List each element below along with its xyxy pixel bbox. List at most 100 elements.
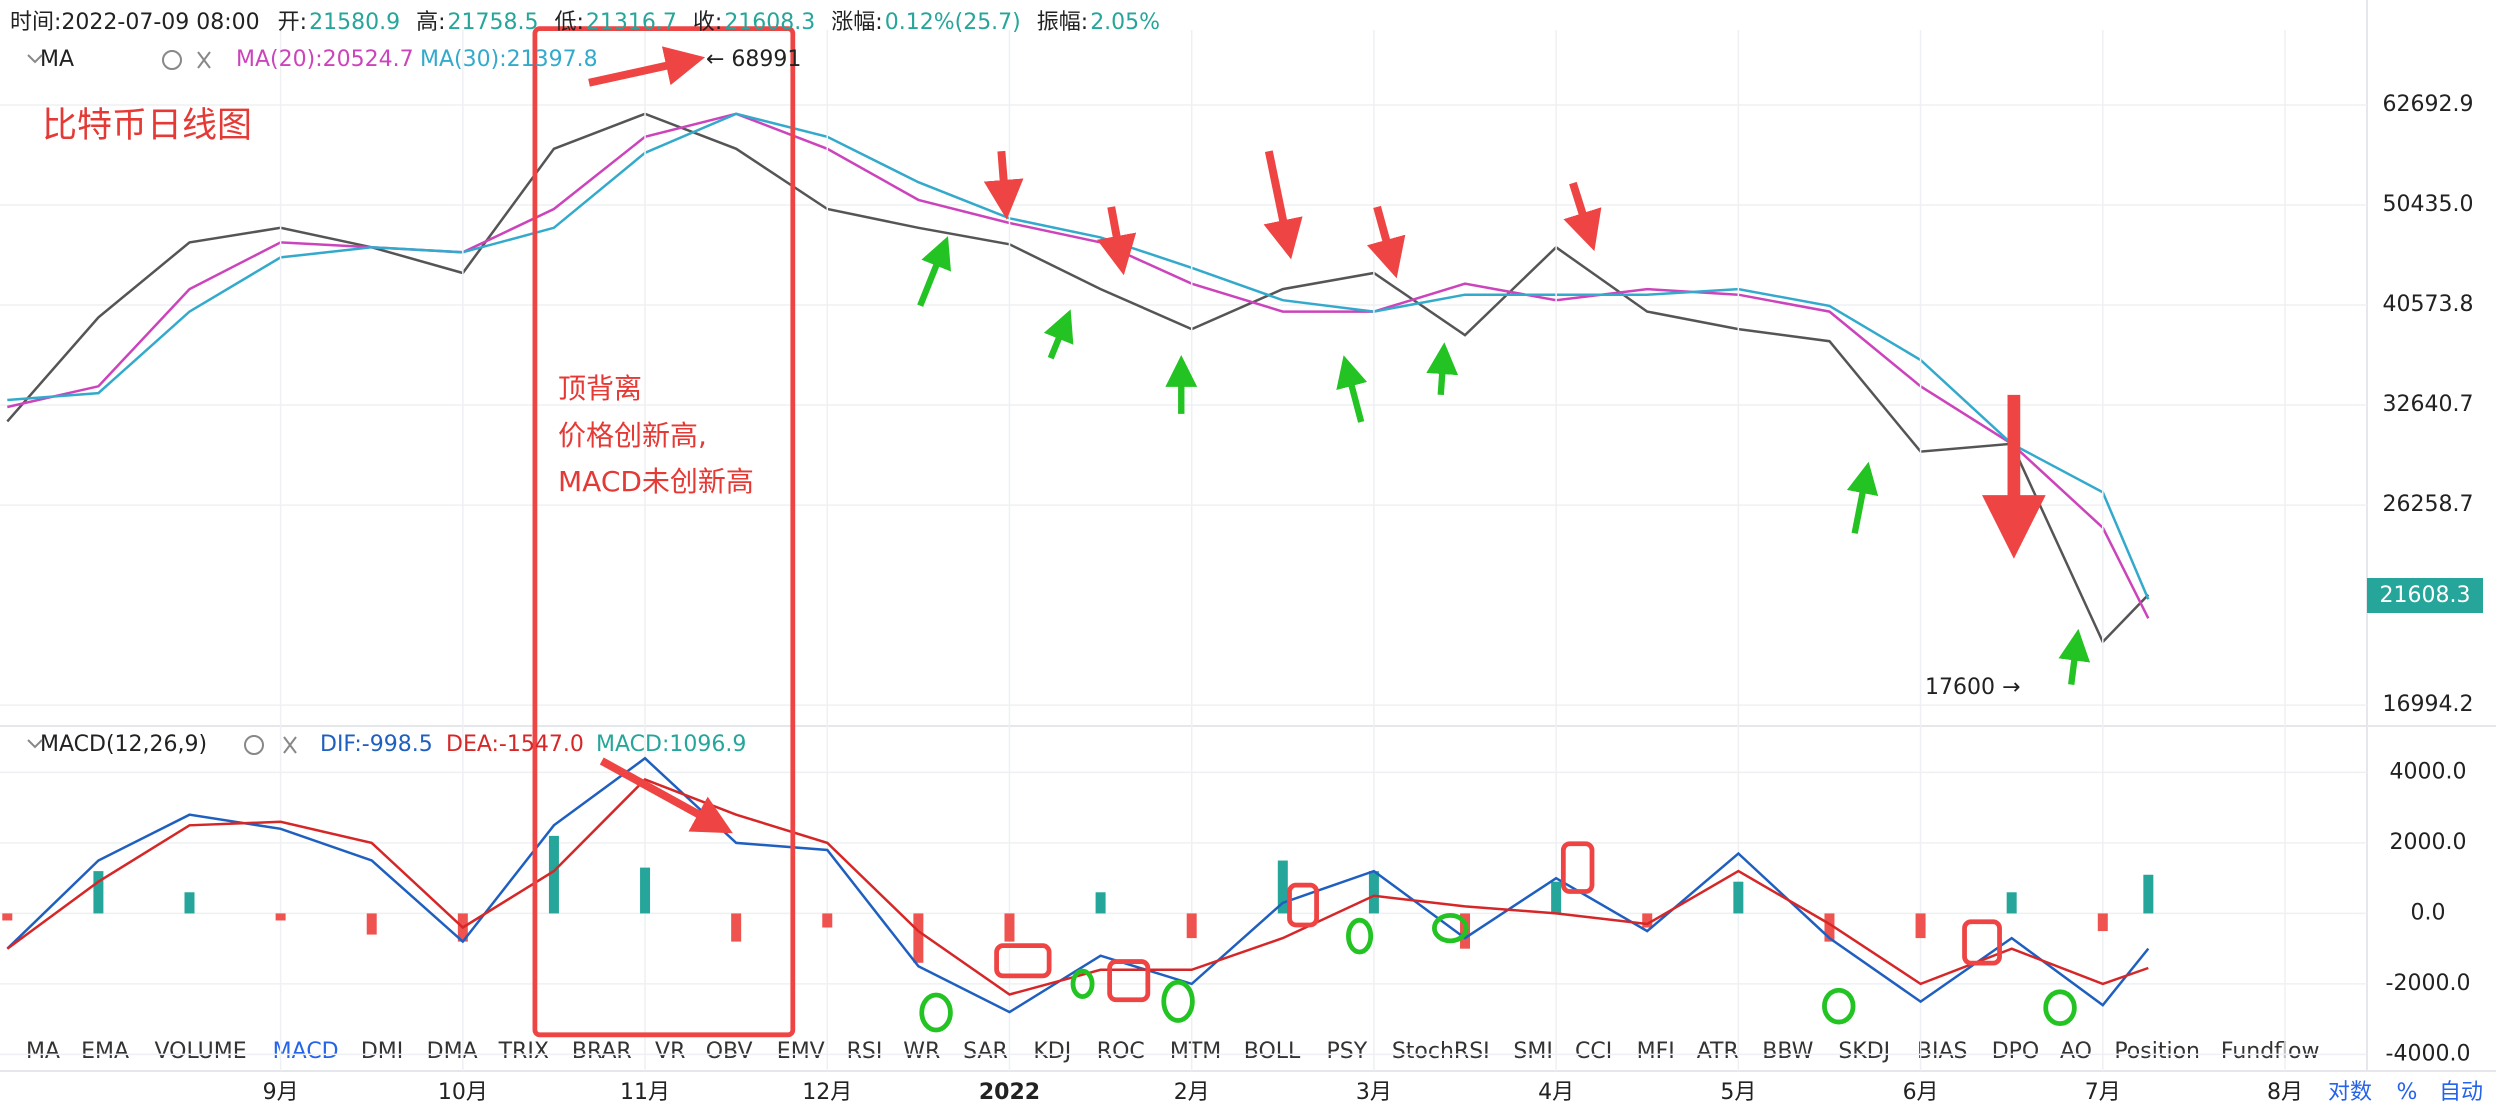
header-value: 21580.9 (309, 10, 400, 35)
indicator-tab[interactable]: SAR (963, 1039, 1008, 1064)
indicator-tab[interactable]: WR (903, 1039, 940, 1064)
x-tick-label: 4月 (1538, 1080, 1574, 1105)
indicator-tab[interactable]: DPO (1992, 1039, 2040, 1064)
price-badge: 21608.3 (2380, 583, 2471, 608)
indicator-tab[interactable]: BIAS (1917, 1039, 1968, 1064)
red-boxes (994, 841, 2002, 1003)
histogram-bar (1824, 913, 1835, 942)
indicator-tab[interactable]: BOLL (1244, 1039, 1301, 1064)
header-label: 时间:2022-07-09 08:00 (10, 10, 260, 35)
y-tick-label: 40573.8 (2383, 292, 2474, 317)
histogram-bar (366, 913, 377, 935)
series-line (6, 778, 2149, 996)
red-arrows (588, 46, 2046, 834)
indicator-tab[interactable]: MTM (1170, 1039, 1221, 1064)
indicator-tab[interactable]: RSI (847, 1039, 883, 1064)
header-value: 2.05% (1090, 10, 1160, 35)
histogram-bar (1642, 913, 1653, 928)
legend-item: DIF:-998.5 (320, 732, 433, 757)
indicator-tab[interactable]: EMA (81, 1039, 129, 1064)
indicator-tab[interactable]: DMI (361, 1039, 403, 1064)
indicator-tab[interactable]: MA (26, 1039, 60, 1064)
x-tick-label: 10月 (438, 1080, 488, 1105)
histogram-bar (1277, 860, 1288, 914)
indicator-tab[interactable]: MFI (1637, 1039, 1675, 1064)
control[interactable]: % (2397, 1080, 2418, 1105)
legend-item: DEA:-1547.0 (446, 732, 584, 757)
histogram-bar (1004, 913, 1015, 942)
x-tick-label: 2022 (979, 1080, 1040, 1105)
indicator-tab[interactable]: OBV (706, 1039, 753, 1064)
indicator-tab[interactable]: ROC (1097, 1039, 1145, 1064)
indicator-tab[interactable]: MACD (273, 1039, 339, 1064)
x-tick-label: 9月 (263, 1080, 299, 1105)
x-tick-label: 7月 (2085, 1080, 2121, 1105)
indicator-tab[interactable]: StochRSI (1392, 1039, 1490, 1064)
indicator-tab[interactable]: ATR (1697, 1039, 1739, 1064)
annotation: 价格创新高, (558, 419, 707, 452)
y-tick-label: -2000.0 (2386, 971, 2471, 996)
indicator-tab[interactable]: SKDJ (1838, 1039, 1890, 1064)
indicator-tab[interactable]: BBW (1762, 1039, 1813, 1064)
divergence-box (532, 26, 796, 1038)
header-value: 21758.5 (448, 10, 539, 35)
histogram-bar (822, 913, 833, 928)
histogram-bar (184, 892, 195, 914)
histogram-bar (93, 871, 104, 914)
indicator-tab[interactable]: DMA (427, 1039, 478, 1064)
header-value: 0.12%(25.7) (885, 10, 1021, 35)
x-tick-label: 11月 (620, 1080, 670, 1105)
indicator-tab[interactable]: CCI (1575, 1039, 1612, 1064)
indicator-tab[interactable]: VOLUME (155, 1039, 247, 1064)
legend-name: MA (40, 47, 74, 72)
x-tick-label: 2月 (1174, 1080, 1210, 1105)
x-tick-label: 12月 (802, 1080, 852, 1105)
histogram-bar (1186, 913, 1197, 939)
y-tick-label: 0.0 (2411, 900, 2446, 925)
histogram-bar (2143, 874, 2154, 914)
histogram-bar (1915, 913, 1926, 939)
series-line (6, 756, 2150, 1014)
header-label: 涨幅: (831, 10, 882, 35)
histogram-bar (913, 913, 924, 963)
legend-item: MA(30):21397.8 (420, 47, 598, 72)
y-tick-label: -4000.0 (2386, 1041, 2471, 1066)
y-tick-label: 16994.2 (2383, 692, 2474, 717)
indicator-tab[interactable]: SMI (1513, 1039, 1552, 1064)
indicator-tab[interactable]: Position (2114, 1039, 2200, 1064)
indicator-tab[interactable]: AO (2060, 1039, 2092, 1064)
indicator-tab[interactable]: PSY (1326, 1039, 1367, 1064)
y-tick-label: 62692.9 (2383, 92, 2474, 117)
histogram-bar (275, 913, 286, 921)
series-line (7, 112, 2150, 619)
x-tick-label: 5月 (1720, 1080, 1756, 1105)
green-circles (919, 913, 2077, 1033)
indicator-tab[interactable]: VR (655, 1039, 685, 1064)
header-value: 21608.3 (724, 10, 815, 35)
indicator-tab[interactable]: EMV (777, 1039, 825, 1064)
x-tick-label: 8月 (2267, 1080, 2303, 1105)
indicator-tab[interactable]: TRIX (498, 1039, 549, 1064)
histogram-bar (1368, 871, 1379, 914)
control[interactable]: 对数 (2328, 1080, 2372, 1105)
chart-title: 比特币日线图 (42, 106, 252, 146)
y-tick-label: 4000.0 (2390, 759, 2467, 784)
legend-icons (27, 50, 297, 755)
histogram-bar (731, 913, 742, 942)
legend-item: MA(20):20524.7 (236, 47, 414, 72)
indicator-tab[interactable]: BRAR (572, 1039, 632, 1064)
y-tick-label: 32640.7 (2383, 392, 2474, 417)
y-tick-label: 2000.0 (2390, 830, 2467, 855)
header-label: 低: (554, 10, 583, 35)
low-label: 17600 → (1925, 675, 2020, 700)
high-label: ← 68991 (706, 47, 801, 72)
header-label: 高: (416, 10, 445, 35)
series-line (6, 112, 2150, 645)
legend-item: MACD:1096.9 (596, 732, 746, 757)
header-label: 振幅: (1037, 10, 1088, 35)
annotation: MACD未创新高 (558, 465, 754, 498)
indicator-tab[interactable]: KDJ (1033, 1039, 1071, 1064)
indicator-tab[interactable]: Fundflow (2221, 1039, 2320, 1064)
control[interactable]: 自动 (2439, 1080, 2483, 1105)
